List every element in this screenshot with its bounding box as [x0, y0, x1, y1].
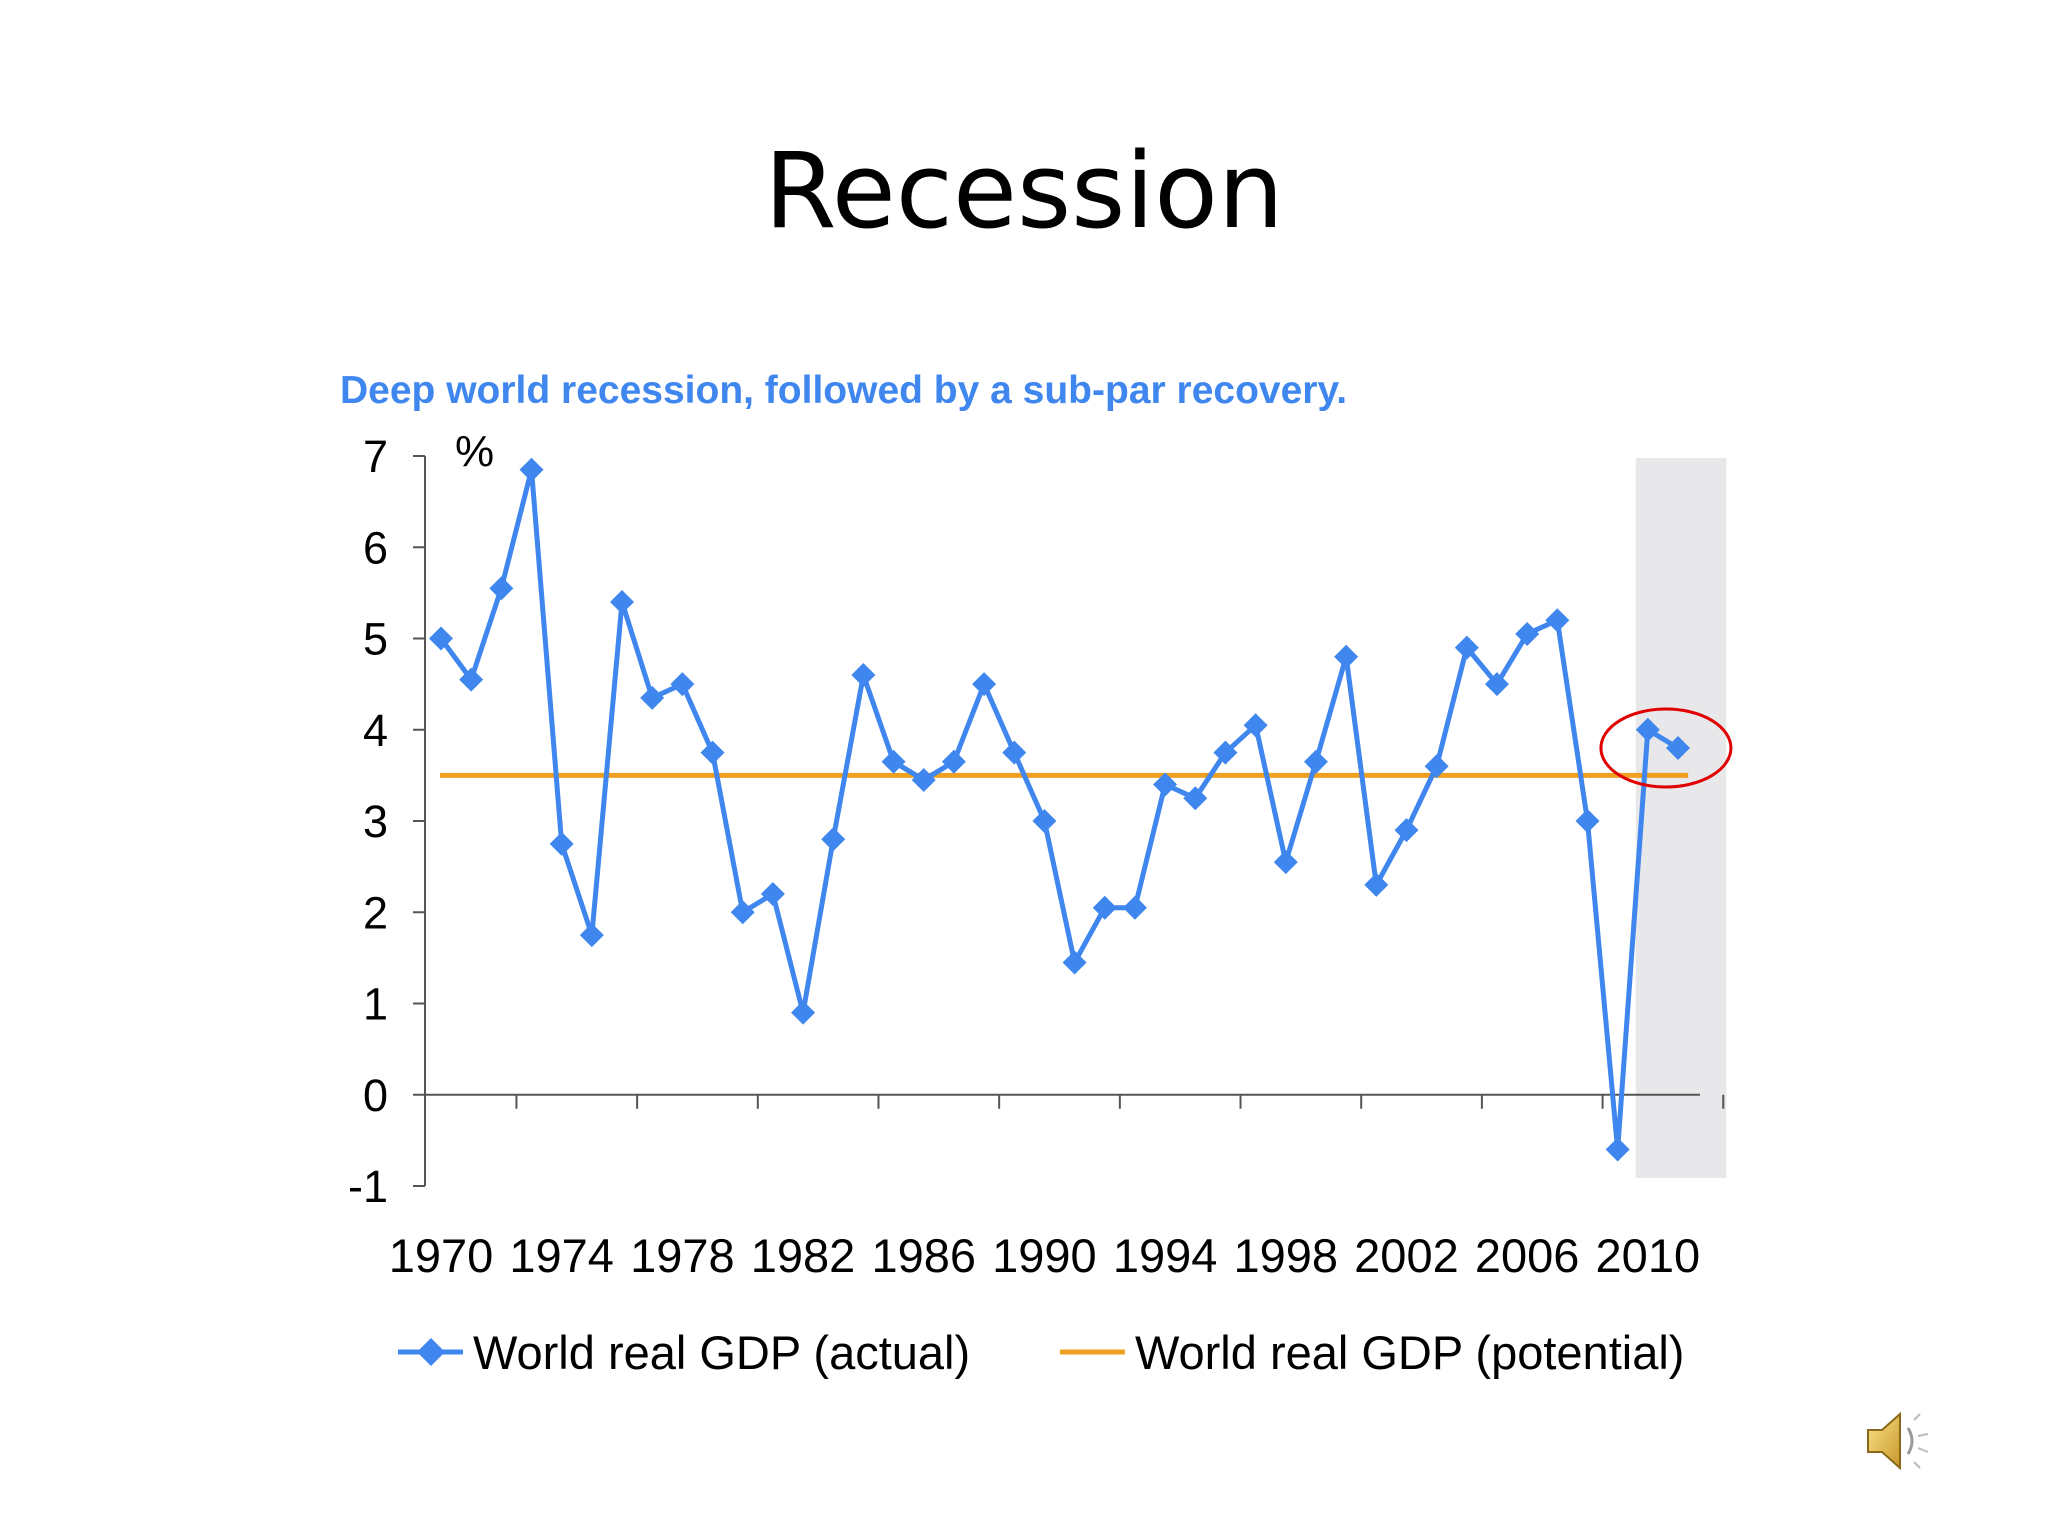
data-point [640, 685, 665, 710]
data-point [1545, 608, 1570, 633]
data-point [670, 672, 695, 697]
data-point [1394, 818, 1419, 843]
data-point [941, 749, 966, 774]
data-point [1605, 1137, 1630, 1162]
data-point [1575, 809, 1600, 833]
data-point [730, 900, 755, 925]
forecast-shaded-region [1635, 458, 1727, 1178]
x-tick-label: 2006 [1475, 1229, 1580, 1282]
y-tick-label: -1 [348, 1161, 388, 1212]
data-point [1484, 672, 1509, 697]
data-point [1122, 895, 1147, 920]
data-point [1062, 950, 1087, 975]
data-point [1092, 895, 1117, 920]
y-unit-label: % [455, 427, 494, 476]
y-tick-label: 2 [363, 887, 388, 938]
series-line-actual [438, 467, 1680, 1152]
data-point [459, 667, 484, 692]
x-tick-label: 1986 [871, 1229, 976, 1282]
data-point [519, 457, 544, 482]
data-point [1213, 740, 1238, 765]
data-point [1303, 749, 1328, 774]
x-tick-label: 2010 [1596, 1229, 1701, 1282]
data-point [1183, 786, 1208, 811]
y-tick-label: 3 [363, 796, 388, 847]
data-point [549, 831, 574, 856]
data-point [1666, 736, 1690, 760]
data-point [851, 663, 876, 687]
data-point [610, 590, 635, 614]
x-tick-label: 1978 [630, 1229, 735, 1282]
data-point [1424, 754, 1449, 779]
data-point [881, 749, 906, 774]
legend: World real GDP (actual) World real GDP (p… [398, 1326, 1684, 1379]
chart-title: Deep world recession, followed by a sub-… [340, 369, 1347, 412]
x-tick-label: 1994 [1113, 1229, 1218, 1282]
y-tick-label: 1 [363, 979, 388, 1030]
y-axis: 7 6 5 4 3 2 1 0 -1 [348, 431, 426, 1212]
x-tick-label: 1970 [389, 1229, 494, 1282]
data-point [489, 576, 514, 601]
y-tick-label: 5 [363, 614, 388, 665]
legend-label-actual: World real GDP (actual) [473, 1326, 970, 1379]
data-point [1364, 872, 1389, 897]
legend-label-potential: World real GDP (potential) [1135, 1326, 1684, 1379]
data-point [1032, 809, 1057, 833]
slide-title: Recession [764, 130, 1284, 252]
data-point [821, 827, 846, 852]
data-point [579, 923, 604, 948]
series-layer [429, 457, 1690, 1162]
legend-marker-actual [417, 1338, 445, 1366]
data-point [1243, 713, 1268, 738]
y-tick-label: 7 [363, 431, 388, 482]
x-tick-label: 2002 [1354, 1229, 1459, 1282]
y-tick-label: 0 [363, 1070, 388, 1121]
x-axis: 1970 1974 1978 1982 1986 1990 1994 1998 2002 2006… [389, 1093, 1725, 1282]
x-tick-label: 1998 [1233, 1229, 1338, 1282]
data-point [1515, 621, 1540, 646]
data-point [760, 882, 785, 906]
data-point [1334, 644, 1359, 669]
data-point [911, 767, 936, 792]
data-point [1153, 772, 1178, 797]
x-tick-label: 1982 [751, 1229, 856, 1282]
data-point [791, 1000, 816, 1025]
data-point [700, 740, 725, 765]
speaker-icon[interactable] [1862, 1406, 1942, 1476]
y-tick-label: 4 [363, 705, 388, 756]
x-tick-label: 1974 [509, 1229, 614, 1282]
data-point [1002, 740, 1027, 765]
data-point [972, 672, 997, 697]
data-point [1454, 635, 1479, 660]
highlight-circle [1599, 707, 1733, 789]
y-tick-label: 6 [363, 522, 388, 573]
data-point [1635, 717, 1660, 742]
data-point [429, 626, 453, 651]
x-tick-label: 1990 [992, 1229, 1097, 1282]
data-point [1273, 850, 1298, 875]
